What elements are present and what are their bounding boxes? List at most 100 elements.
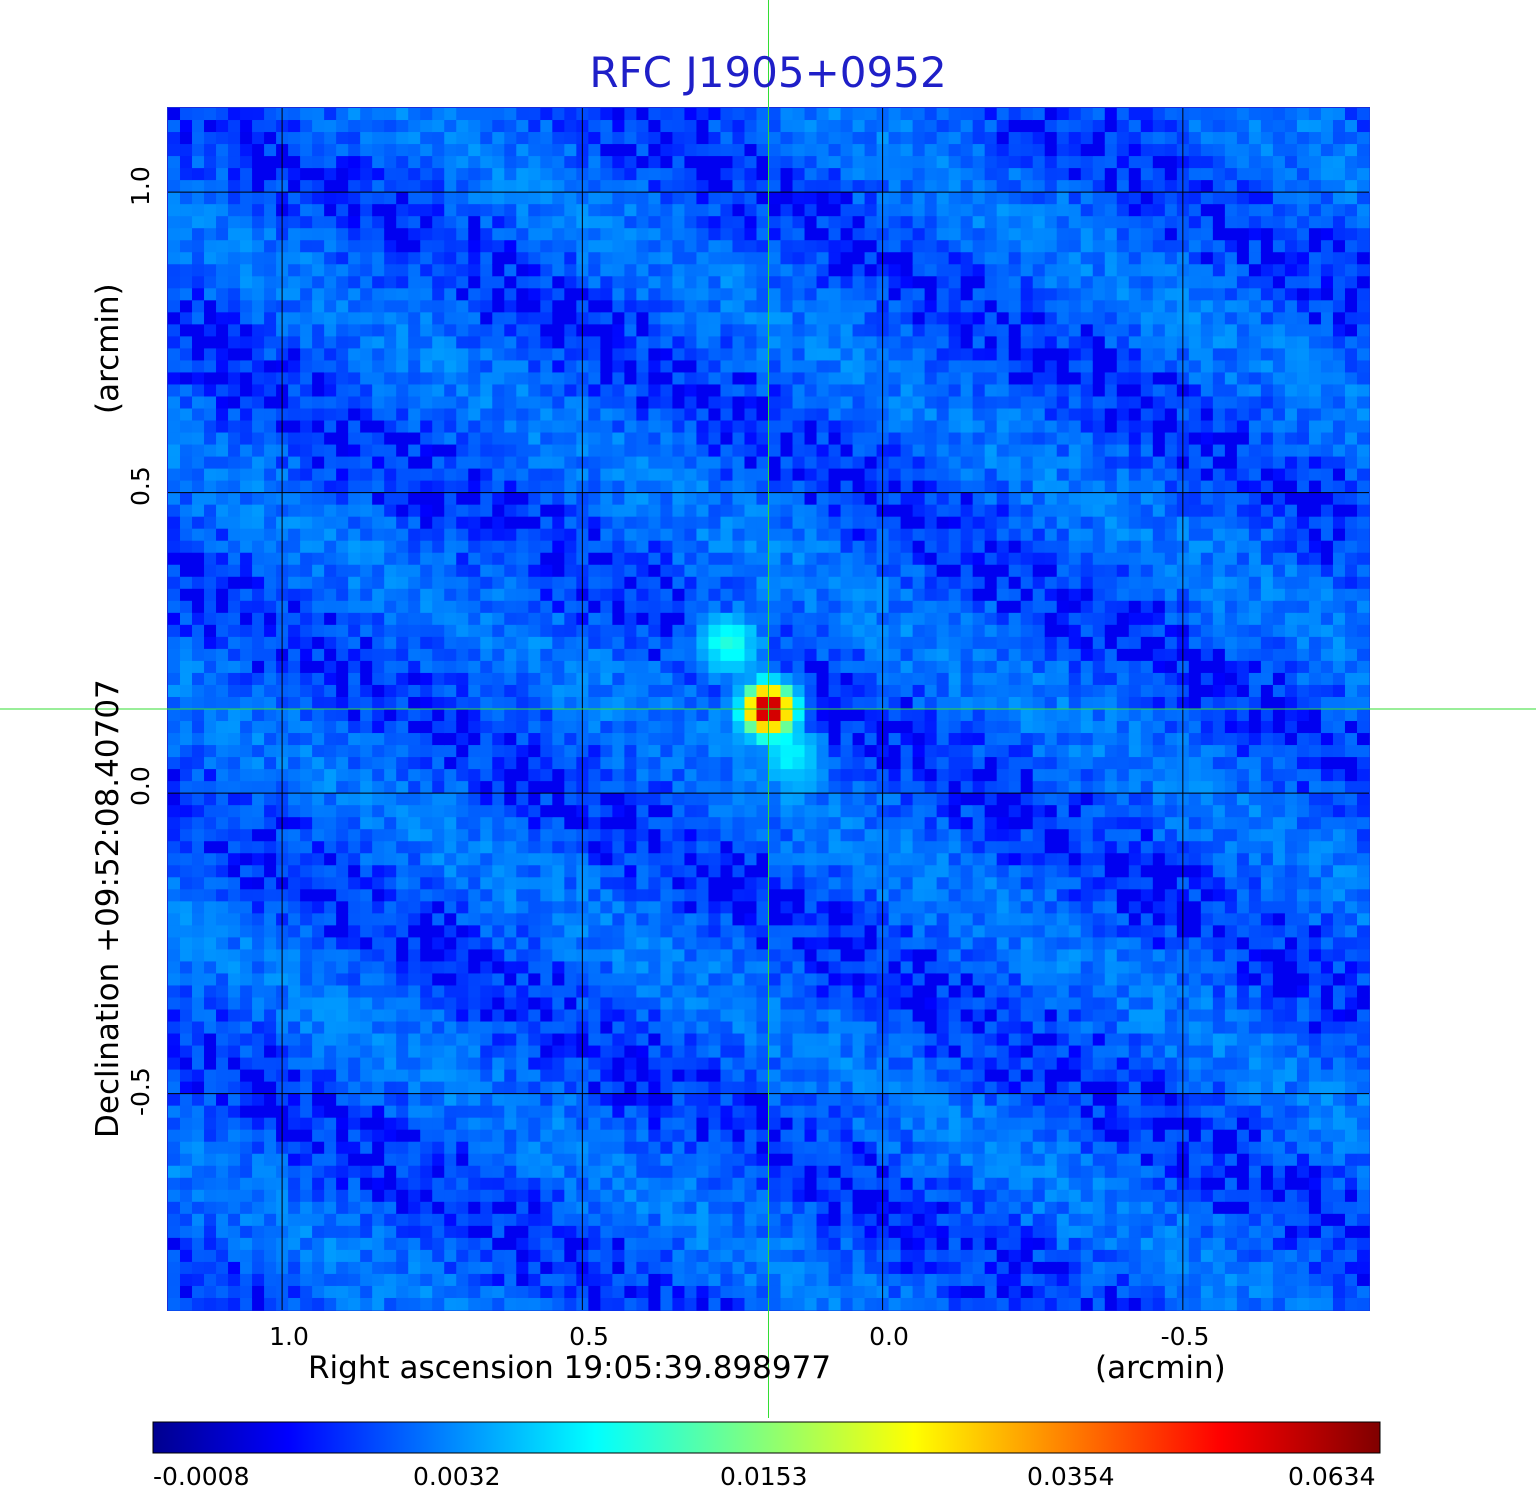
heatmap-cell [204, 456, 217, 470]
heatmap-cell [528, 997, 541, 1011]
heatmap-cell [552, 1201, 565, 1215]
heatmap-cell [192, 228, 205, 241]
heatmap-cell [252, 504, 265, 518]
heatmap-cell [216, 841, 229, 854]
heatmap-cell [636, 925, 649, 938]
heatmap-cell [180, 733, 193, 746]
heatmap-cell [264, 228, 277, 241]
heatmap-cell [672, 504, 686, 518]
heatmap-cell [516, 660, 529, 674]
heatmap-cell [180, 252, 193, 265]
heatmap-cell [744, 348, 758, 362]
heatmap-cell [708, 1033, 722, 1047]
heatmap-cell [732, 1213, 746, 1227]
heatmap-cell [672, 600, 686, 614]
heatmap-cell [636, 769, 649, 782]
heatmap-cell [168, 817, 181, 830]
heatmap-cell [432, 156, 445, 169]
heatmap-cell [756, 1081, 770, 1095]
heatmap-cell [480, 648, 493, 662]
heatmap-cell [336, 1225, 349, 1239]
heatmap-cell [612, 168, 625, 181]
heatmap-cell [684, 1009, 698, 1023]
heatmap-cell [624, 252, 637, 265]
heatmap-cell [480, 600, 493, 614]
heatmap-cell [540, 877, 553, 890]
heatmap-cell [624, 1009, 637, 1023]
heatmap-cell [756, 985, 770, 999]
heatmap-cell [600, 1021, 613, 1035]
heatmap-cell [432, 1225, 445, 1239]
heatmap-cell [360, 288, 373, 301]
heatmap-cell [396, 1297, 409, 1311]
heatmap-cell [396, 336, 409, 349]
heatmap-cell [600, 528, 613, 542]
heatmap-cell [756, 1189, 770, 1203]
heatmap-cell [384, 348, 397, 362]
heatmap-cell [252, 961, 265, 975]
heatmap-cell [612, 348, 625, 362]
heatmap-cell [516, 745, 529, 758]
heatmap-cell [756, 709, 770, 722]
heatmap-cell [336, 108, 349, 121]
heatmap-cell [288, 805, 301, 818]
heatmap-cell [360, 745, 373, 758]
heatmap-cell [252, 1093, 265, 1107]
heatmap-cell [744, 757, 758, 770]
heatmap-cell [504, 793, 517, 806]
heatmap-cell [564, 1249, 577, 1263]
heatmap-cell [168, 997, 181, 1011]
heatmap-cell [720, 793, 734, 806]
heatmap-cell [564, 168, 577, 181]
heatmap-cell [444, 456, 457, 470]
heatmap-cell [408, 817, 421, 830]
heatmap-cell [168, 1273, 181, 1287]
heatmap-cell [720, 1273, 734, 1287]
heatmap-cell [348, 877, 361, 890]
heatmap-cell [288, 1225, 301, 1239]
heatmap-cell [528, 769, 541, 782]
heatmap-cell [252, 901, 265, 914]
heatmap-cell [348, 757, 361, 770]
heatmap-cell [624, 624, 637, 638]
heatmap-cell [744, 1129, 758, 1143]
heatmap-cell [564, 865, 577, 878]
heatmap-cell [360, 865, 373, 878]
heatmap-cell [384, 853, 397, 866]
heatmap-cell [204, 216, 217, 229]
heatmap-cell [300, 588, 313, 602]
heatmap-cell [180, 420, 193, 434]
heatmap-cell [624, 1045, 637, 1059]
heatmap-cell [516, 288, 529, 301]
heatmap-cell [348, 1129, 361, 1143]
heatmap-cell [456, 1237, 469, 1251]
heatmap-cell [408, 360, 421, 374]
heatmap-cell [444, 937, 457, 950]
heatmap-cell [684, 973, 698, 987]
heatmap-cell [300, 1153, 313, 1167]
heatmap-cell [756, 408, 770, 422]
heatmap-cell [264, 949, 277, 963]
heatmap-cell [504, 1225, 517, 1239]
heatmap-cell [600, 1213, 613, 1227]
heatmap-cell [252, 913, 265, 926]
heatmap-cell [312, 733, 325, 746]
heatmap-cell [552, 204, 565, 217]
heatmap-cell [384, 1165, 397, 1179]
heatmap-cell [648, 444, 662, 458]
heatmap-cell [528, 456, 541, 470]
heatmap-cell [432, 793, 445, 806]
heatmap-cell [588, 360, 601, 374]
heatmap-cell [216, 396, 229, 410]
heatmap-cell [348, 204, 361, 217]
heatmap-cell [372, 973, 385, 987]
heatmap-cell [432, 588, 445, 602]
heatmap-cell [756, 276, 770, 289]
heatmap-cell [372, 660, 385, 674]
heatmap-cell [180, 180, 193, 193]
heatmap-cell [660, 192, 674, 205]
heatmap-cell [468, 180, 481, 193]
heatmap-cell [240, 793, 253, 806]
heatmap-cell [312, 168, 325, 181]
heatmap-cell [204, 348, 217, 362]
